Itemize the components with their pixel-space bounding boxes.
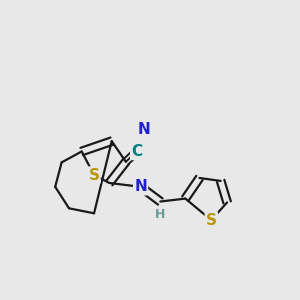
Text: S: S — [88, 167, 100, 182]
Text: N: N — [138, 122, 151, 137]
Text: C: C — [131, 144, 142, 159]
Text: S: S — [206, 213, 217, 228]
Text: H: H — [155, 208, 166, 221]
Text: N: N — [134, 179, 147, 194]
